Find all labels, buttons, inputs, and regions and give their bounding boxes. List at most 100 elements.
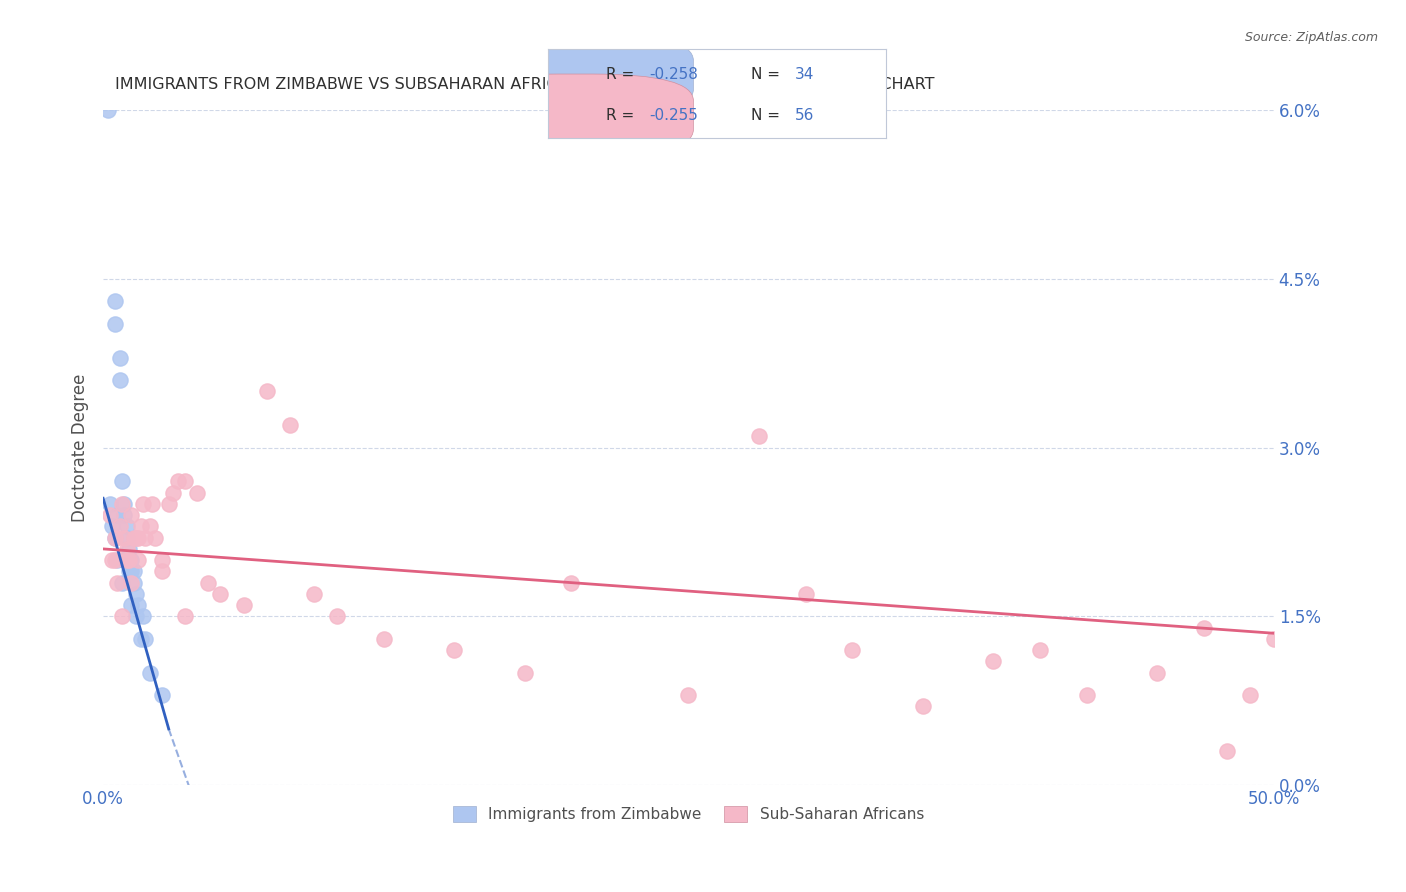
Point [105, 508, 128, 523]
Point [101, 519, 124, 533]
Point [115, 553, 138, 567]
Point [186, 485, 208, 500]
Point [981, 654, 1004, 668]
Point [118, 565, 141, 579]
Point [101, 553, 124, 567]
Point [108, 519, 131, 533]
Point [104, 317, 127, 331]
Y-axis label: Doctorate Degree: Doctorate Degree [72, 374, 89, 522]
Point [104, 294, 127, 309]
Point [150, 688, 173, 702]
Point [302, 587, 325, 601]
Point [112, 508, 135, 523]
Point [326, 609, 349, 624]
Point [115, 531, 138, 545]
Point [141, 497, 163, 511]
Point [1192, 621, 1215, 635]
Point [1239, 688, 1261, 702]
Point [209, 587, 232, 601]
Text: -0.258: -0.258 [650, 68, 699, 82]
FancyBboxPatch shape [457, 74, 693, 156]
Point [118, 541, 141, 556]
Point [139, 665, 162, 680]
Point [232, 598, 254, 612]
Point [108, 373, 131, 387]
Point [1263, 632, 1285, 646]
Point [280, 418, 302, 433]
Point [115, 541, 138, 556]
Text: R =: R = [606, 68, 638, 82]
Point [111, 475, 134, 489]
Point [122, 531, 145, 545]
Point [125, 609, 148, 624]
Legend: Immigrants from Zimbabwe, Sub-Saharan Africans: Immigrants from Zimbabwe, Sub-Saharan Af… [444, 797, 934, 831]
Point [443, 643, 465, 657]
Point [560, 575, 582, 590]
Text: -0.255: -0.255 [650, 108, 699, 122]
Point [129, 519, 152, 533]
Point [120, 575, 142, 590]
Point [111, 609, 134, 624]
Point [841, 643, 863, 657]
Point [911, 699, 934, 714]
Point [108, 351, 131, 365]
Text: N =: N = [751, 68, 785, 82]
Point [167, 475, 190, 489]
Text: R =: R = [606, 108, 638, 122]
Point [122, 575, 145, 590]
Point [127, 598, 149, 612]
Point [1146, 665, 1168, 680]
Point [111, 575, 134, 590]
Point [143, 531, 166, 545]
Point [748, 429, 770, 443]
Point [98, 508, 121, 523]
Point [134, 531, 156, 545]
Point [112, 531, 135, 545]
Point [678, 688, 700, 702]
Point [120, 553, 142, 567]
Point [112, 497, 135, 511]
Point [97, 103, 120, 118]
Text: Source: ZipAtlas.com: Source: ZipAtlas.com [1244, 31, 1378, 45]
Point [118, 553, 141, 567]
Point [139, 519, 162, 533]
Text: 34: 34 [794, 68, 814, 82]
Point [104, 531, 127, 545]
Point [105, 553, 128, 567]
Point [111, 497, 134, 511]
Point [150, 553, 173, 567]
Point [256, 384, 278, 399]
Text: N =: N = [751, 108, 785, 122]
Point [115, 519, 138, 533]
Point [118, 553, 141, 567]
Point [120, 598, 142, 612]
Point [112, 553, 135, 567]
Point [125, 587, 148, 601]
Point [150, 565, 173, 579]
Point [104, 553, 127, 567]
FancyBboxPatch shape [457, 34, 693, 116]
Point [127, 531, 149, 545]
Point [125, 531, 148, 545]
Point [157, 497, 180, 511]
Point [120, 565, 142, 579]
Point [174, 475, 197, 489]
Point [129, 632, 152, 646]
Point [174, 609, 197, 624]
Point [794, 587, 817, 601]
Point [132, 609, 155, 624]
Point [197, 575, 219, 590]
Point [132, 497, 155, 511]
Point [134, 632, 156, 646]
Point [104, 531, 127, 545]
Point [122, 565, 145, 579]
Point [98, 497, 121, 511]
Point [513, 665, 536, 680]
Point [127, 553, 149, 567]
Point [1216, 744, 1239, 758]
Point [373, 632, 395, 646]
Point [105, 575, 128, 590]
Text: IMMIGRANTS FROM ZIMBABWE VS SUBSAHARAN AFRICAN DOCTORATE DEGREE CORRELATION CHAR: IMMIGRANTS FROM ZIMBABWE VS SUBSAHARAN A… [115, 78, 935, 93]
Text: 56: 56 [794, 108, 814, 122]
Point [1076, 688, 1098, 702]
